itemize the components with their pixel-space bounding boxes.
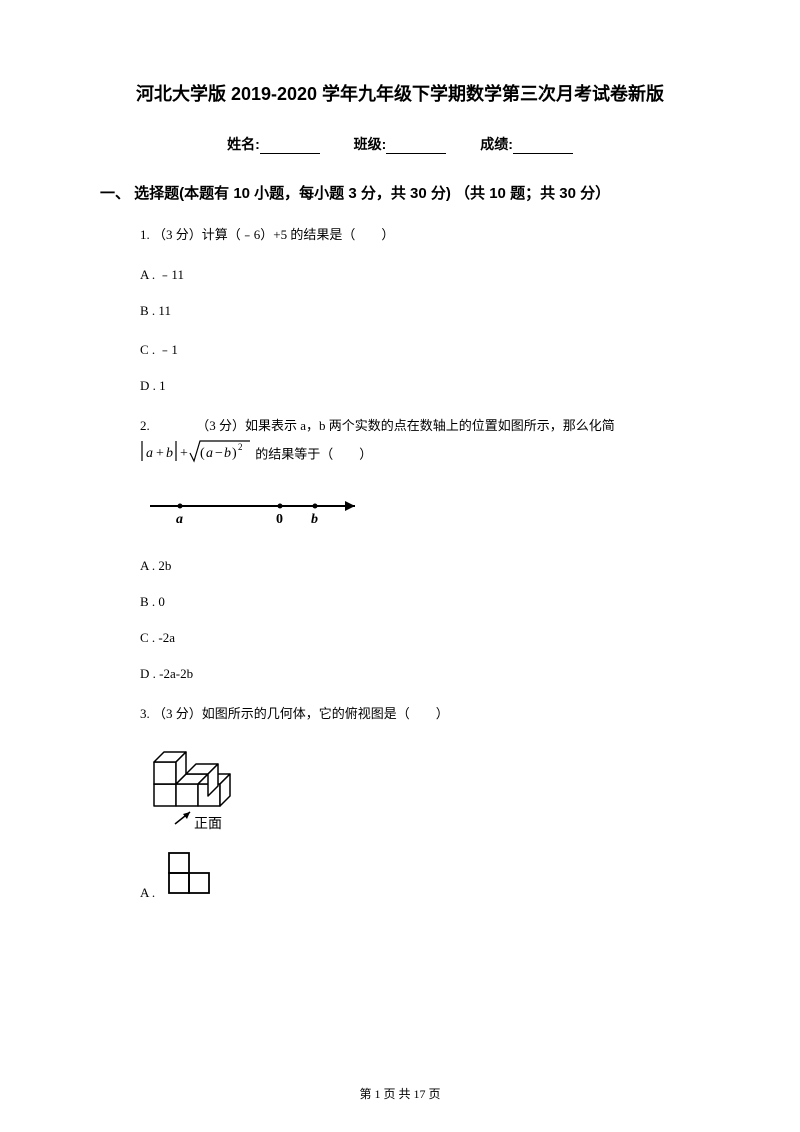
q3-front-label: 正面 <box>194 817 222 832</box>
svg-text:(: ( <box>200 446 205 461</box>
class-label: 班级: <box>354 134 387 154</box>
numline-b-label: b <box>311 512 318 527</box>
svg-text:−: − <box>215 446 223 461</box>
q1-stem: 1. （3 分）计算（﹣6）+5 的结果是（ ） <box>140 223 700 246</box>
q2-choice-c: C . -2a <box>140 630 700 646</box>
q1-choice-a: A . ﹣11 <box>140 264 700 283</box>
q2-choice-a: A . 2b <box>140 558 700 574</box>
numline-a-label: a <box>176 512 183 527</box>
q3-choice-a-figure <box>163 849 223 901</box>
svg-text:a: a <box>206 446 213 461</box>
svg-text:+: + <box>156 446 164 461</box>
svg-text:2: 2 <box>238 442 243 452</box>
q2-stem-pre: 2. <box>140 418 153 433</box>
section-1-heading: 一、 选择题(本题有 10 小题，每小题 3 分，共 30 分) （共 10 题… <box>100 182 700 203</box>
name-label: 姓名: <box>227 134 260 154</box>
q2-stem-post: 的结果等于（ ） <box>255 446 372 461</box>
q1-choice-c: C . ﹣1 <box>140 339 700 358</box>
name-blank <box>260 139 320 154</box>
q2-choice-b: B . 0 <box>140 594 700 610</box>
svg-text:b: b <box>166 446 173 461</box>
q1-choice-d: D . 1 <box>140 378 700 394</box>
class-blank <box>386 139 446 154</box>
score-blank <box>513 139 573 154</box>
q2-stem-mid: （3 分）如果表示 a，b 两个实数的点在数轴上的位置如图所示，那么化简 <box>196 418 615 433</box>
page-footer: 第 1 页 共 17 页 <box>100 1085 700 1102</box>
question-2: 2. （3 分）如果表示 a，b 两个实数的点在数轴上的位置如图所示，那么化简 … <box>140 414 700 473</box>
q1-choice-b: B . 11 <box>140 303 700 319</box>
question-3: 3. （3 分）如图所示的几何体，它的俯视图是（ ） <box>140 702 700 725</box>
student-info-row: 姓名: 班级: 成绩: <box>100 134 700 154</box>
q2-expression-icon: a + b + ( a − b ) 2 <box>140 438 252 473</box>
svg-text:b: b <box>224 446 231 461</box>
q3-choice-a-label: A . <box>140 885 155 901</box>
question-1: 1. （3 分）计算（﹣6）+5 的结果是（ ） <box>140 223 700 246</box>
q2-choice-d: D . -2a-2b <box>140 666 700 682</box>
svg-text:+: + <box>180 446 188 461</box>
q3-solid-figure: 正面 <box>140 744 700 839</box>
document-title: 河北大学版 2019-2020 学年九年级下学期数学第三次月考试卷新版 <box>100 80 700 106</box>
svg-text:): ) <box>232 446 237 461</box>
q3-choice-a: A . <box>140 849 700 901</box>
svg-text:a: a <box>146 446 153 461</box>
q3-stem: 3. （3 分）如图所示的几何体，它的俯视图是（ ） <box>140 702 700 725</box>
numline-zero-label: 0 <box>276 512 283 527</box>
score-label: 成绩: <box>480 134 513 154</box>
q2-number-line-figure: a 0 b <box>140 491 700 536</box>
